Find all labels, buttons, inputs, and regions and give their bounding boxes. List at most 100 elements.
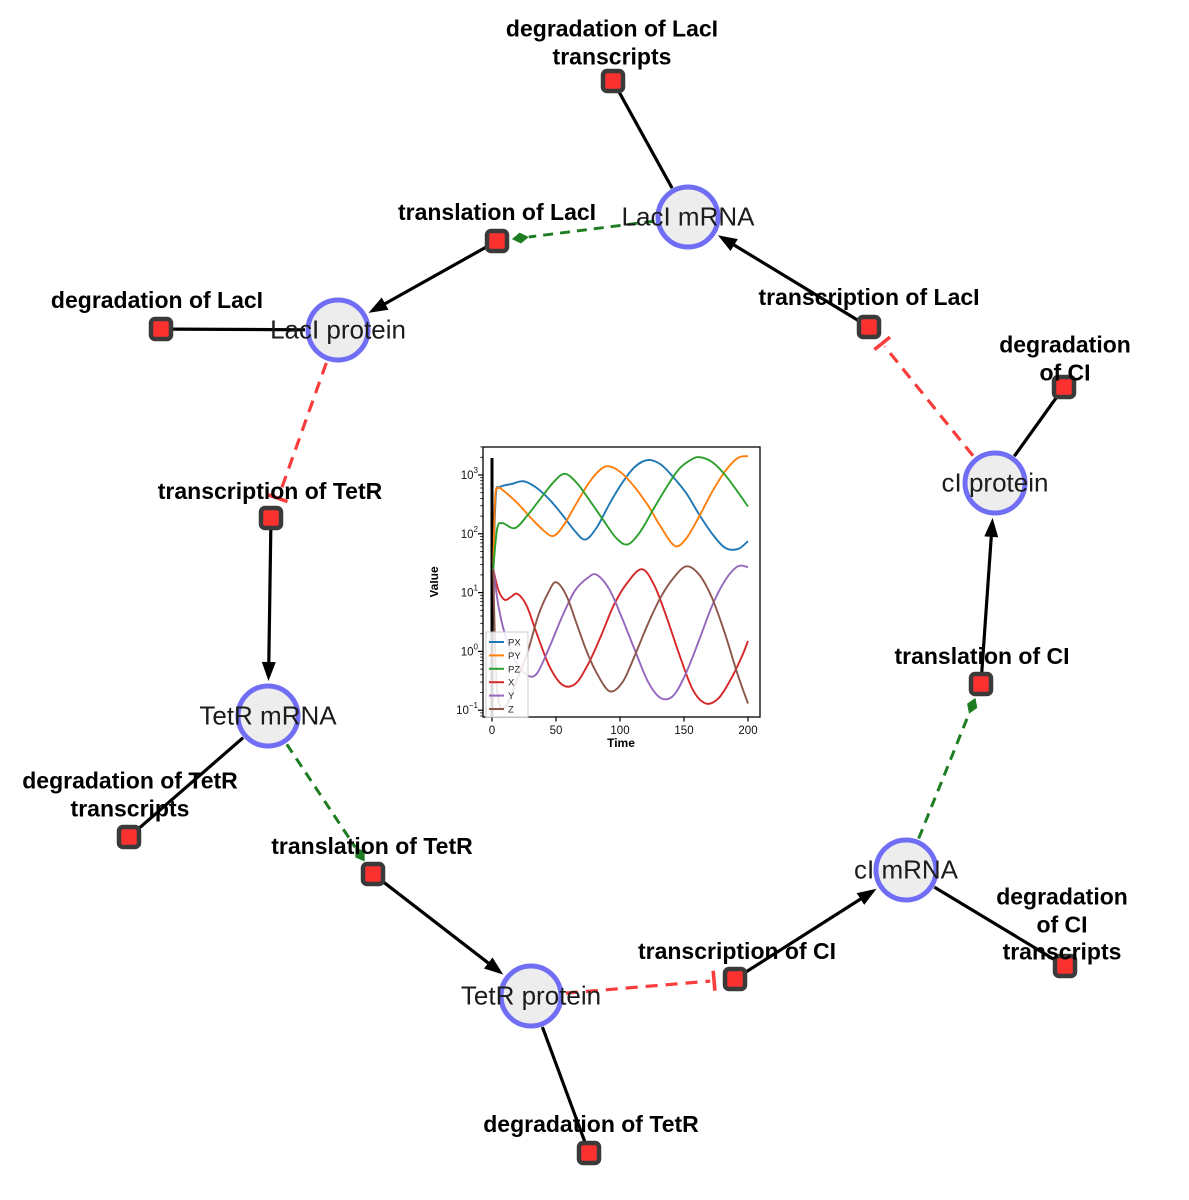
edge-production (980, 517, 999, 673)
edge-modifier (285, 743, 365, 862)
legend-entry-X: X (489, 678, 515, 689)
edge-inhibition (267, 362, 328, 504)
edge-line (382, 245, 488, 306)
edge-line (731, 242, 860, 323)
modifier-diamond (967, 697, 978, 714)
y-axis-label: Value (430, 566, 441, 598)
modifier-diamond (511, 232, 529, 244)
legend-entry-PZ: PZ (489, 664, 520, 675)
x-tick-label: 100 (610, 725, 629, 737)
edge-modifier (511, 219, 655, 244)
edge-line (883, 345, 975, 457)
reaction-node-transl_tetr (360, 861, 386, 887)
reaction-label-tx_laci: transcription of LacI (758, 284, 980, 311)
reaction-node-tx_tetr (258, 505, 284, 531)
species-label-laci_protein: LacI protein (270, 314, 406, 345)
edge-consumption (617, 90, 674, 189)
reaction-label-transl_ci: translation of CI (894, 643, 1070, 670)
x-tick-label: 150 (674, 725, 693, 737)
species-label-ci_mrna: cI mRNA (854, 854, 958, 885)
edge-line (1013, 395, 1059, 458)
edge-consumption (137, 736, 245, 831)
series-PZ (492, 456, 749, 570)
arrowhead (368, 297, 389, 313)
reaction-label-deg_ci: degradation of CI (999, 331, 1131, 385)
edge-line (617, 90, 674, 189)
species-label-laci_mrna: LacI mRNA (621, 201, 755, 232)
arrowhead (261, 661, 276, 681)
chart-axes (482, 446, 761, 718)
edge-line (540, 1026, 587, 1143)
arrowhead (484, 957, 504, 975)
species-nodes-layer (235, 184, 1028, 1029)
legend-label: Z (508, 705, 514, 716)
edge-line (933, 885, 1056, 962)
edge-line (744, 896, 864, 974)
edge-consumption (933, 885, 1056, 962)
legend-label: PZ (508, 664, 520, 675)
reaction-node-deg_tetr_tx (116, 824, 142, 850)
edge-consumption (172, 327, 306, 332)
legend-entry-PX: PX (489, 638, 521, 649)
legend-entry-Y: Y (489, 691, 515, 702)
reaction-label-deg_tetr: degradation of TetR (483, 1111, 699, 1138)
edge-consumption (540, 1026, 587, 1143)
edge-line (285, 743, 357, 849)
x-axis-label: Time (607, 736, 635, 750)
species-label-tetr_protein: TetR protein (460, 980, 602, 1011)
reaction-nodes-layer (116, 68, 1078, 1166)
reaction-node-tx_ci (722, 966, 748, 992)
chart-legend: PX PY PZ XYZ (485, 631, 529, 718)
legend-label: X (508, 678, 515, 689)
reaction-label-deg_tetr_tx: degradation of TetR transcripts (22, 767, 238, 821)
inhibition-tee (267, 493, 289, 504)
x-tick-label: 200 (738, 725, 757, 737)
species-label-tetr_mrna: TetR mRNA (199, 700, 337, 731)
legend-label: PY (508, 651, 521, 662)
edge-line (980, 534, 993, 673)
series-PX (492, 459, 749, 570)
edge-inhibition (565, 970, 717, 995)
reaction-node-deg_laci (148, 316, 174, 342)
x-tick-label: 50 (550, 725, 563, 737)
species-node-tetr_protein (498, 963, 564, 1029)
reaction-node-tx_laci (856, 314, 882, 340)
reaction-label-deg_laci: degradation of LacI (50, 287, 264, 314)
edges-layer (137, 90, 1059, 1143)
reaction-label-tx_tetr: transcription of TetR (157, 478, 383, 505)
reaction-label-deg_ci_tx: degradation of CI transcripts (996, 883, 1128, 965)
species-node-laci_protein (305, 297, 371, 363)
edge-production (744, 888, 877, 974)
edge-line (565, 979, 711, 995)
inhibition-tee (711, 970, 717, 991)
edge-production (261, 529, 276, 681)
inhibition-tee (873, 335, 892, 352)
plot-background (483, 447, 760, 717)
species-node-ci_protein (962, 450, 1028, 516)
edge-production (381, 880, 504, 975)
legend-box (485, 631, 529, 718)
series-X (492, 568, 749, 705)
legend-entry-PY: PY (489, 651, 521, 662)
arrowhead (856, 888, 877, 905)
species-node-tetr_mrna (235, 683, 301, 749)
edge-production (368, 245, 488, 313)
edge-modifier (917, 697, 978, 840)
modifier-diamond (355, 847, 365, 862)
reaction-label-tx_ci: transcription of CI (637, 938, 837, 965)
legend-entry-Z: Z (489, 705, 514, 716)
reaction-label-transl_tetr: translation of TetR (271, 833, 473, 860)
edge-production (717, 235, 860, 323)
edge-inhibition (873, 335, 975, 457)
legend-label: Y (508, 691, 515, 702)
edge-line (381, 880, 491, 966)
reaction-label-transl_laci: translation of LacI (397, 199, 597, 226)
reaction-node-deg_tetr (576, 1140, 602, 1166)
reaction-node-deg_laci_tx (600, 68, 626, 94)
species-node-laci_mrna (655, 184, 721, 250)
x-tick-label: 0 (489, 725, 495, 737)
